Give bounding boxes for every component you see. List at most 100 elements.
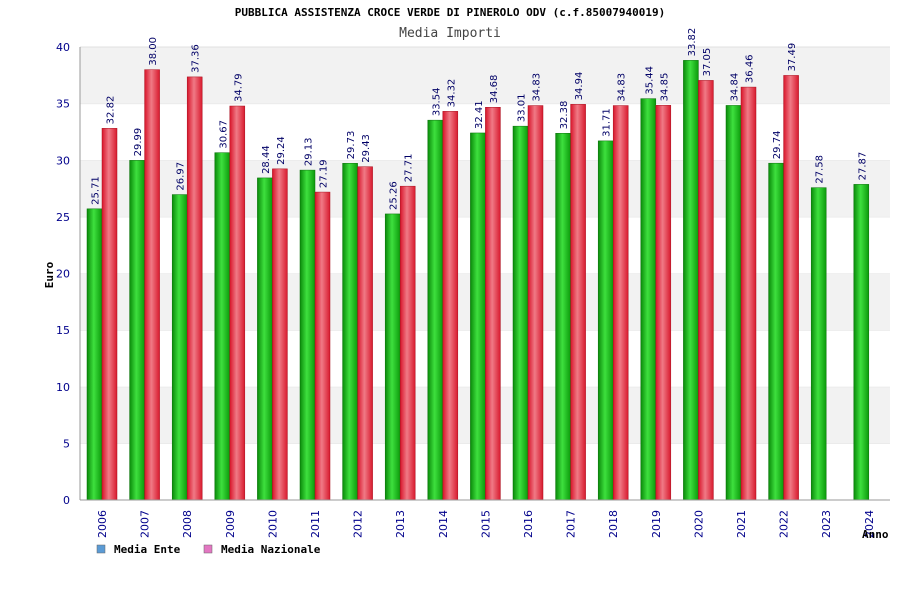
bar-media-nazionale [740, 86, 757, 501]
y-tick-label: 40 [56, 41, 70, 54]
bar-media-nazionale [527, 105, 544, 501]
y-tick-label: 25 [56, 211, 70, 224]
x-tick-label: 2023 [820, 510, 833, 538]
chart-title: PUBBLICA ASSISTENZA CROCE VERDE DI PINER… [235, 6, 665, 19]
data-label: 27.87 [857, 152, 868, 181]
y-tick-label: 30 [56, 154, 70, 167]
x-tick-label: 2016 [522, 510, 535, 538]
data-label: 32.82 [106, 96, 117, 125]
bar-media-ente [299, 169, 316, 501]
data-label: 34.68 [489, 75, 500, 104]
y-tick-label: 0 [63, 494, 70, 507]
legend-swatch-ente [96, 544, 106, 554]
x-tick-label: 2006 [96, 510, 109, 538]
x-tick-label: 2014 [437, 510, 450, 538]
x-tick-label: 2008 [181, 510, 194, 538]
bar-media-nazionale [485, 106, 501, 501]
x-tick-label: 2018 [607, 510, 620, 538]
chart-subtitle: Media Importi [399, 26, 501, 41]
bar-media-nazionale [570, 104, 586, 501]
data-label: 31.71 [602, 108, 613, 137]
data-label: 29.43 [361, 134, 372, 163]
data-label: 30.67 [218, 120, 229, 149]
data-labels: 25.71 32.82 29.99 38.00 26.97 37.36 30.67 34.79… [91, 28, 869, 210]
bar-media-ente [640, 98, 657, 501]
bar-media-nazionale [144, 69, 160, 501]
bar-media-nazionale [442, 111, 459, 501]
bar-media-nazionale [101, 128, 118, 501]
bar-media-nazionale [314, 191, 331, 501]
bar-media-ente [342, 163, 358, 501]
x-axis-label: Anno [862, 528, 889, 541]
legend-swatch-nazionale [203, 544, 213, 554]
x-tick-label: 2024 [863, 510, 876, 538]
bar-media-nazionale [612, 105, 629, 501]
data-label: 29.74 [772, 131, 783, 160]
data-label: 34.85 [659, 73, 670, 102]
bar-media-ente [683, 60, 699, 501]
bar-media-ente [427, 119, 444, 501]
x-tick-label: 2012 [352, 510, 365, 538]
legend-label-ente: Media Ente [114, 543, 181, 556]
y-tick-label: 15 [56, 324, 70, 337]
legend: Media Ente Media Nazionale [96, 543, 321, 556]
data-label: 32.41 [474, 100, 485, 129]
x-tick-label: 2009 [224, 510, 237, 538]
y-axis-ticks: 0 5 10 15 20 25 30 35 40 [56, 41, 70, 507]
x-tick-label: 2013 [394, 510, 407, 538]
bar-media-ente [555, 133, 571, 501]
bar-media-ente [86, 208, 103, 501]
bar-media-ente [470, 132, 486, 501]
data-label: 33.82 [687, 28, 698, 57]
x-tick-label: 2020 [692, 510, 705, 538]
bar-media-nazionale [186, 76, 203, 501]
bar-media-nazionale [655, 105, 672, 501]
x-tick-label: 2017 [565, 510, 578, 538]
y-tick-label: 5 [63, 437, 70, 450]
bar-media-nazionale [698, 80, 714, 501]
bar-media-nazionale [357, 166, 373, 501]
bar-media-nazionale [783, 75, 799, 501]
data-label: 29.13 [304, 137, 315, 166]
data-label: 27.71 [404, 154, 415, 183]
data-label: 35.44 [644, 66, 655, 95]
bar-media-nazionale [229, 105, 246, 501]
data-label: 33.01 [517, 94, 528, 123]
x-tick-label: 2022 [778, 510, 791, 538]
data-label: 25.71 [91, 176, 102, 205]
x-tick-label: 2015 [479, 510, 492, 538]
bar-media-ente [129, 160, 145, 501]
x-tick-label: 2007 [139, 510, 152, 538]
data-label: 29.24 [276, 136, 287, 165]
data-label: 37.36 [191, 44, 202, 73]
data-label: 32.38 [559, 101, 570, 130]
bar-media-ente [512, 125, 529, 501]
bar-media-ente [257, 177, 273, 501]
y-tick-label: 10 [56, 381, 70, 394]
bar-media-ente [768, 162, 784, 501]
x-tick-label: 2019 [650, 510, 663, 538]
data-label: 34.32 [446, 79, 457, 108]
data-label: 27.19 [319, 159, 330, 188]
data-label: 34.84 [730, 73, 741, 102]
legend-label-nazionale: Media Nazionale [221, 543, 321, 556]
data-label: 34.79 [233, 73, 244, 102]
bar-media-ente [810, 187, 827, 501]
data-label: 33.54 [431, 88, 442, 117]
data-label: 34.83 [617, 73, 628, 102]
data-label: 29.73 [346, 131, 357, 160]
data-label: 27.58 [815, 155, 826, 184]
data-label: 37.49 [787, 43, 798, 72]
data-label: 25.26 [389, 181, 400, 210]
bar-media-ente [725, 105, 742, 501]
bar-media-nazionale [272, 168, 288, 501]
bar-media-nazionale [399, 185, 416, 501]
x-axis-ticks: 2006 2007 2008 2009 2010 2011 2012 2013 2014 2015… [96, 510, 876, 538]
data-label: 38.00 [148, 37, 159, 66]
data-label: 36.46 [745, 54, 756, 83]
y-tick-label: 35 [56, 98, 70, 111]
y-axis-label: Euro [43, 261, 56, 288]
x-tick-label: 2011 [309, 510, 322, 538]
data-label: 37.05 [702, 48, 713, 77]
